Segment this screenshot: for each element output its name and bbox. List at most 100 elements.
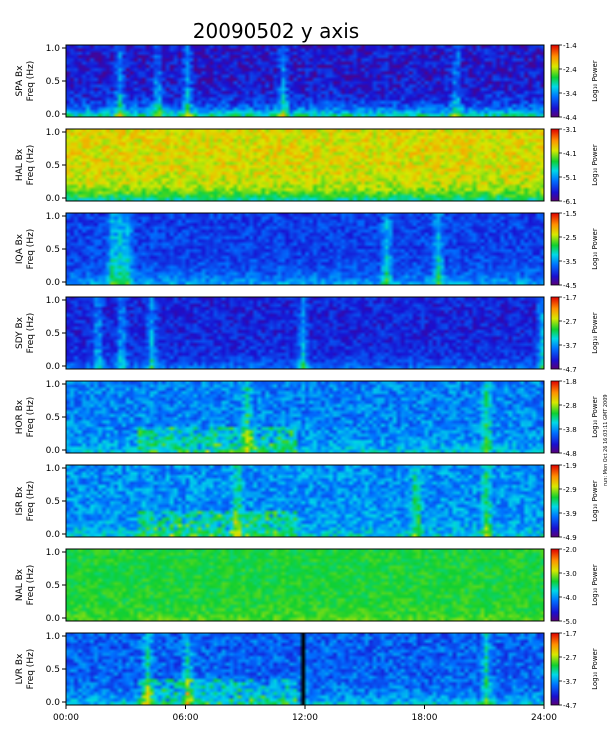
y-axis-station-label: LVR Bx — [15, 653, 25, 684]
x-axis: 00:00 06:00 12:00 18:00 24:00 — [53, 705, 557, 723]
spectrogram-heatmap — [66, 129, 544, 201]
x-tick-label: 12:00 — [292, 713, 318, 723]
x-tick-label: 00:00 — [53, 713, 79, 723]
colorbar-label: Log₁₀ Power — [591, 648, 599, 690]
spectrogram-heatmap — [66, 633, 544, 705]
colorbar-tick-label: -1.5 — [563, 210, 577, 218]
colorbar — [550, 548, 560, 622]
y-axis-freq-label: Freq (Hz) — [26, 61, 36, 102]
colorbar-tick-label: -1.8 — [563, 378, 577, 386]
y-tick-label: 1.0 — [46, 380, 61, 390]
x-tick-label: 06:00 — [173, 713, 199, 723]
y-tick-label: 0.5 — [46, 581, 60, 591]
colorbar-tick-label: -5.1 — [563, 174, 577, 182]
colorbar-tick-label: -6.1 — [563, 198, 577, 206]
y-tick-label: 0.5 — [46, 665, 60, 675]
y-axis-freq-label: Freq (Hz) — [26, 565, 36, 606]
spectrogram-heatmap — [66, 213, 544, 285]
y-axis-freq-label: Freq (Hz) — [26, 649, 36, 690]
y-tick-label: 0.0 — [46, 530, 61, 540]
y-axis-station-label: SPA Bx — [15, 65, 25, 97]
y-tick-label: 1.0 — [46, 44, 61, 54]
y-axis-freq-label: Freq (Hz) — [26, 481, 36, 522]
y-axis-freq-label: Freq (Hz) — [26, 313, 36, 354]
colorbar — [550, 212, 560, 286]
colorbar-tick-label: -4.7 — [563, 702, 577, 710]
y-axis-station-label: HAL Bx — [15, 148, 25, 181]
colorbar-tick-label: -4.4 — [563, 114, 577, 122]
y-tick-label: 0.0 — [46, 698, 61, 708]
x-tick-label: 24:00 — [531, 713, 557, 723]
colorbar-tick-label: -2.7 — [563, 318, 577, 326]
colorbar-tick-label: -1.4 — [563, 42, 577, 50]
colorbar-tick-label: -2.9 — [563, 486, 577, 494]
y-tick-label: 0.5 — [46, 161, 60, 171]
spectrogram-panel-nal: 0.0 0.5 1.0 NAL Bx Freq (Hz) -2.0 -3.0 -4.0 -5.0… — [15, 546, 599, 626]
spectrogram-panel-iqa: 0.0 0.5 1.0 IQA Bx Freq (Hz) -1.5 -2.5 -3.5 -4.5… — [15, 210, 599, 290]
spectrogram-panel-isr: 0.0 0.5 1.0 ISR Bx Freq (Hz) -1.9 -2.9 -3.9 -4.9… — [15, 462, 599, 542]
colorbar-tick-label: -4.0 — [563, 594, 577, 602]
y-axis-station-label: NAL Bx — [15, 568, 25, 601]
y-tick-label: 1.0 — [46, 128, 61, 138]
y-tick-label: 1.0 — [46, 632, 61, 642]
colorbar — [550, 464, 560, 538]
colorbar — [550, 380, 560, 454]
spectrogram-heatmap — [66, 45, 544, 117]
spectrogram-panel-hal: 0.0 0.5 1.0 HAL Bx Freq (Hz) -3.1 -4.1 -5.1 -6.1… — [15, 126, 599, 206]
colorbar-tick-label: -3.0 — [563, 570, 577, 578]
colorbar — [550, 296, 560, 370]
colorbar-tick-label: -3.4 — [563, 90, 577, 98]
y-tick-label: 1.0 — [46, 296, 61, 306]
y-axis-station-label: ISR Bx — [15, 486, 25, 516]
y-axis-freq-label: Freq (Hz) — [26, 229, 36, 270]
colorbar-tick-label: -3.5 — [563, 258, 577, 266]
spectrogram-panel-spa: 0.0 0.5 1.0 SPA Bx Freq (Hz) -1.4 -2.4 -3.4 -4.4… — [15, 42, 599, 122]
colorbar-tick-label: -3.7 — [563, 678, 577, 686]
colorbar-tick-label: -4.7 — [563, 366, 577, 374]
colorbar — [550, 632, 560, 706]
colorbar-tick-label: -3.8 — [563, 426, 577, 434]
y-tick-label: 0.5 — [46, 497, 60, 507]
colorbar-label: Log₁₀ Power — [591, 144, 599, 186]
colorbar-tick-label: -3.7 — [563, 342, 577, 350]
colorbar-label: Log₁₀ Power — [591, 312, 599, 354]
colorbar — [550, 44, 560, 118]
colorbar-tick-label: -2.0 — [563, 546, 577, 554]
y-tick-label: 0.5 — [46, 77, 60, 87]
spectrogram-heatmap — [66, 549, 544, 621]
colorbar-tick-label: -4.9 — [563, 534, 577, 542]
colorbar-tick-label: -1.9 — [563, 462, 577, 470]
colorbar-label: Log₁₀ Power — [591, 564, 599, 606]
y-axis-station-label: HOR Bx — [15, 399, 25, 434]
spectrogram-heatmap — [66, 465, 544, 537]
y-axis-freq-label: Freq (Hz) — [26, 397, 36, 438]
x-tick-label: 18:00 — [412, 713, 438, 723]
run-timestamp-text: run: Mon Oct 26 16:03:11 GMT 2009 — [603, 394, 609, 486]
colorbar-tick-label: -4.8 — [563, 450, 577, 458]
colorbar-tick-label: -4.1 — [563, 150, 577, 158]
y-tick-label: 0.0 — [46, 614, 61, 624]
y-tick-label: 1.0 — [46, 212, 61, 222]
colorbar-tick-label: -2.8 — [563, 402, 577, 410]
colorbar-label: Log₁₀ Power — [591, 228, 599, 270]
y-tick-label: 1.0 — [46, 464, 61, 474]
y-axis-freq-label: Freq (Hz) — [26, 145, 36, 186]
spectrogram-panel-sdy: 0.0 0.5 1.0 SDY Bx Freq (Hz) -1.7 -2.7 -3.7 -4.7… — [15, 294, 599, 374]
y-tick-label: 0.0 — [46, 278, 61, 288]
run-timestamp-note: run: Mon Oct 26 16:03:11 GMT 2009 — [600, 326, 610, 486]
colorbar-tick-label: -1.7 — [563, 630, 577, 638]
spectrogram-panel-hor: 0.0 0.5 1.0 HOR Bx Freq (Hz) -1.8 -2.8 -3.8 -4.8… — [15, 378, 599, 458]
colorbar — [550, 128, 560, 202]
y-tick-label: 0.0 — [46, 362, 61, 372]
colorbar-tick-label: -1.7 — [563, 294, 577, 302]
y-tick-label: 0.5 — [46, 245, 60, 255]
colorbar-tick-label: -5.0 — [563, 618, 577, 626]
y-tick-label: 0.0 — [46, 194, 61, 204]
y-tick-label: 1.0 — [46, 548, 61, 558]
colorbar-tick-label: -2.4 — [563, 66, 577, 74]
y-tick-label: 0.5 — [46, 413, 60, 423]
y-tick-label: 0.0 — [46, 110, 61, 120]
spectrogram-panel-lvr: 0.0 0.5 1.0 LVR Bx Freq (Hz) -1.7 -2.7 -3.7 -4.7… — [15, 630, 599, 710]
y-axis-station-label: SDY Bx — [15, 316, 25, 349]
